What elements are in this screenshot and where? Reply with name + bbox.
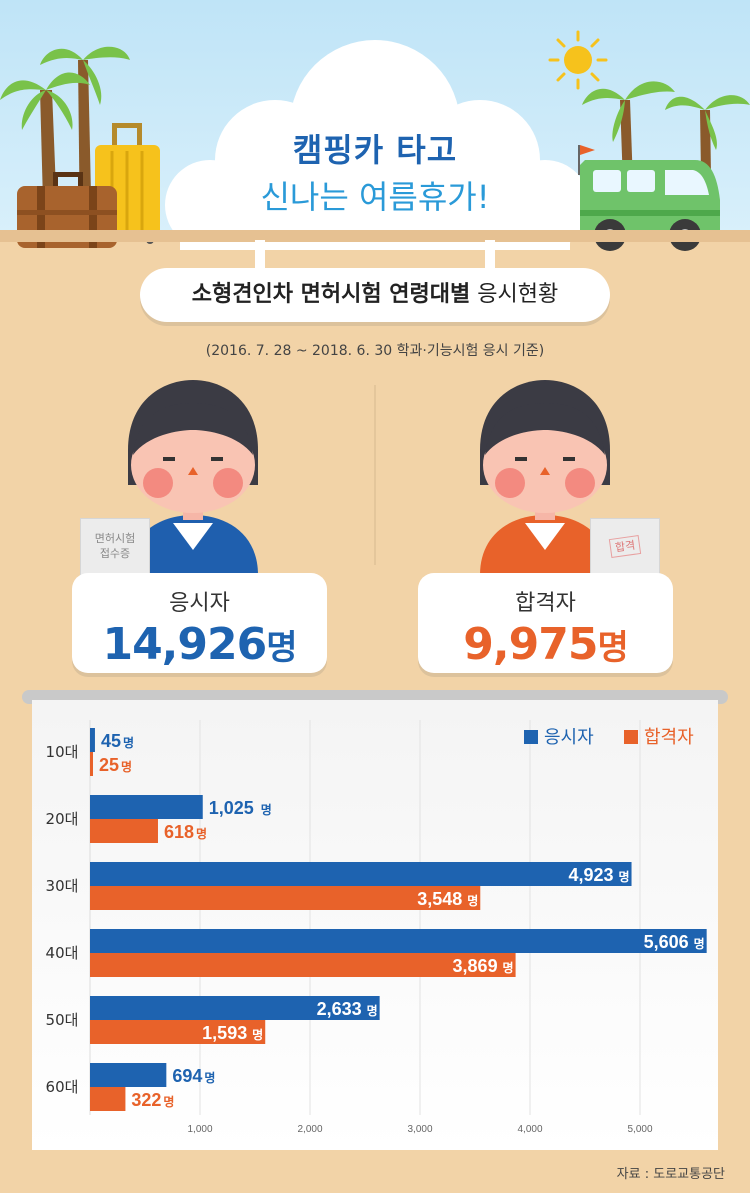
bar-passed [90, 1087, 126, 1111]
subtitle-rest: 응시현황 [470, 282, 559, 307]
bar-value-label: 45 [101, 731, 121, 751]
bar-value-label: 694 [172, 1066, 202, 1086]
source-note: 자료 : 도로교통공단 [616, 1167, 725, 1182]
category-label: 40대 [46, 944, 79, 962]
passed-value-line: 9,975명 [418, 619, 673, 670]
legend-swatch [524, 730, 538, 744]
legend-label: 응시자 [544, 727, 594, 748]
bar-value-label: 5,606 [644, 932, 689, 952]
basis-note: (2016. 7. 28 ~ 2018. 6. 30 학과·기능시험 응시 기준… [205, 343, 545, 359]
bar-value-label: 322 [131, 1090, 161, 1110]
subtitle-sign: 소형견인차 면허시험 연령대별 응시현황 [140, 268, 610, 322]
bar-value-unit: 명 [694, 937, 705, 951]
sun-icon [548, 30, 608, 90]
applicants-unit: 명 [266, 628, 297, 668]
category-label: 20대 [46, 810, 79, 828]
passed-unit: 명 [597, 628, 628, 668]
bar-value-unit: 명 [618, 870, 629, 884]
x-tick-label: 2,000 [297, 1124, 322, 1135]
receipt-document-text: 면허시험 접수증 [94, 532, 136, 560]
chart-board: 1,000 2,000 3,000 4,000 5,000 10대 45 명 25 명 20대 1,0… [32, 700, 718, 1150]
sign-post [485, 240, 495, 270]
bar-value-label: 3,548 [417, 889, 462, 909]
bar-value-label: 1,025 [209, 798, 254, 818]
bar-applicants [90, 929, 707, 953]
sign-post [255, 240, 265, 270]
category-label: 60대 [46, 1078, 79, 1096]
bar-value-unit: 명 [467, 894, 478, 908]
bar-passed [90, 1020, 266, 1044]
center-divider [374, 385, 376, 565]
legend-swatch [624, 730, 638, 744]
applicants-stat-card: 응시자 14,926명 [72, 573, 327, 673]
pass-certificate-icon: 합격 [590, 518, 660, 578]
x-tick-label: 5,000 [627, 1124, 652, 1135]
bar-passed [90, 953, 516, 977]
applicants-label: 응시자 [169, 591, 230, 616]
receipt-document-icon: 면허시험 접수증 [80, 518, 150, 578]
bar-value-unit: 명 [123, 736, 134, 750]
pass-stamp: 합격 [608, 534, 642, 559]
bar-value-unit: 명 [261, 803, 272, 817]
bar-value-unit: 명 [196, 827, 207, 841]
category-label: 50대 [46, 1011, 79, 1029]
bar-value-unit: 명 [121, 760, 132, 774]
ground-strip [0, 230, 750, 242]
applicant-person-icon [128, 380, 258, 575]
x-tick-label: 3,000 [407, 1124, 432, 1135]
bar-passed [90, 886, 481, 910]
passed-label: 합격자 [515, 591, 576, 616]
title-line-1: 캠핑카 타고 [292, 131, 458, 169]
bar-passed [90, 819, 158, 843]
bar-value-label: 1,593 [202, 1023, 247, 1043]
title-line-2: 신나는 여름휴가! [260, 178, 490, 216]
bar-applicants [90, 728, 95, 752]
bar-value-label: 3,869 [453, 956, 498, 976]
bar-passed [90, 752, 93, 776]
camper-van-icon [578, 145, 720, 251]
passed-stat-card: 합격자 9,975명 [418, 573, 673, 673]
bar-value-unit: 명 [252, 1028, 263, 1042]
bar-value-unit: 명 [163, 1095, 174, 1109]
bar-value-label: 618 [164, 822, 194, 842]
category-label: 30대 [46, 877, 79, 895]
passed-person-icon [480, 380, 610, 575]
bar-value-unit: 명 [204, 1071, 215, 1085]
bar-value-unit: 명 [503, 961, 514, 975]
applicants-value-line: 14,926명 [72, 619, 327, 670]
bar-value-label: 2,633 [317, 999, 362, 1019]
subtitle-bold: 소형견인차 면허시험 연령대별 [191, 282, 471, 307]
bar-applicants [90, 996, 380, 1020]
bar-applicants [90, 1063, 167, 1087]
category-label: 10대 [46, 743, 79, 761]
x-tick-label: 1,000 [187, 1124, 212, 1135]
bar-applicants [90, 862, 632, 886]
legend-label: 합격자 [644, 727, 694, 748]
bar-value-label: 25 [99, 755, 119, 775]
x-tick-label: 4,000 [517, 1124, 542, 1135]
passed-value: 9,975 [463, 619, 598, 670]
bar-applicants [90, 795, 203, 819]
applicants-value: 14,926 [102, 619, 267, 670]
bar-value-label: 4,923 [568, 865, 613, 885]
bar-value-unit: 명 [367, 1004, 378, 1018]
